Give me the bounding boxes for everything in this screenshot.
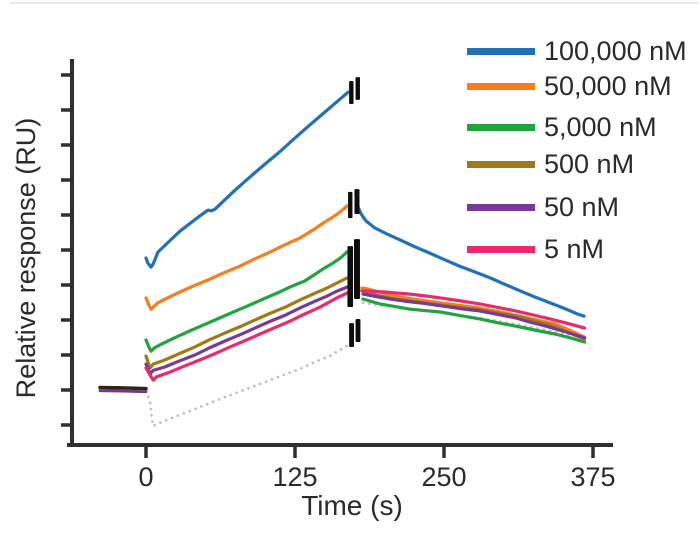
legend: 100,000 nM 50,000 nM 5,000 nM 500 nM 50 nM 5 …	[467, 0, 697, 280]
legend-item-conc-500: 500 nM	[467, 150, 634, 178]
x-tick-label-375: 375	[570, 462, 616, 492]
curve-conc-5-dissociation	[360, 289, 587, 330]
baseline-overlap-bottom	[98, 389, 148, 394]
legend-item-conc-100000: 100,000 nM	[467, 37, 687, 65]
legend-item-conc-50: 50 nM	[467, 193, 619, 221]
legend-swatch-conc-500	[467, 160, 535, 168]
legend-swatch-conc-5000	[467, 123, 535, 131]
legend-item-conc-50000: 50,000 nM	[467, 72, 672, 100]
injection-artifact-bar	[347, 246, 354, 308]
baseline-overlap-top	[98, 385, 148, 391]
injection-artifact-bar	[348, 191, 353, 219]
figure-crop-edge-line	[10, 2, 698, 4]
curve-conc-50000-dissociation	[360, 286, 587, 339]
injection-artifact-bar	[355, 77, 360, 100]
x-axis-title: Time (s)	[301, 490, 403, 521]
legend-label-conc-50000: 50,000 nM	[544, 71, 672, 101]
curve-conc-5-association	[144, 291, 349, 382]
legend-item-conc-5000: 5,000 nM	[467, 113, 657, 141]
injection-artifact-bar	[354, 239, 360, 299]
injection-artifact-bar	[355, 318, 361, 343]
curve-conc-100000-association	[144, 90, 350, 269]
x-tick-label-0: 0	[138, 462, 154, 492]
legend-label-conc-5: 5 nM	[544, 234, 605, 264]
curve-conc-500-association	[144, 276, 349, 370]
injection-artifact-bar	[349, 80, 354, 105]
curve-conc-5000-association	[144, 250, 349, 353]
injection-artifact-bar	[349, 323, 355, 347]
legend-label-conc-5000: 5,000 nM	[544, 112, 657, 142]
legend-swatch-conc-100000	[467, 47, 535, 55]
curve-conc-50-association	[144, 285, 349, 376]
legend-label-conc-500: 500 nM	[544, 149, 635, 179]
x-tick-label-250: 250	[421, 462, 467, 492]
curve-conc-100000-dissociation	[355, 204, 586, 318]
curve-conc-5000-dissociation	[361, 297, 587, 344]
legend-swatch-conc-50000	[467, 82, 535, 90]
legend-swatch-conc-5	[467, 245, 535, 253]
injection-artifact-bar	[354, 189, 360, 214]
legend-label-conc-100000: 100,000 nM	[544, 36, 687, 66]
curve-reference-association	[144, 344, 349, 428]
y-axis-title: Relative response (RU)	[11, 117, 41, 399]
legend-swatch-conc-50	[467, 203, 535, 211]
legend-label-conc-50: 50 nM	[544, 192, 620, 222]
curve-conc-50-dissociation	[361, 292, 587, 340]
curve-conc-50000-association	[144, 204, 349, 311]
legend-item-conc-5: 5 nM	[467, 235, 604, 263]
x-tick-label-125: 125	[272, 462, 318, 492]
